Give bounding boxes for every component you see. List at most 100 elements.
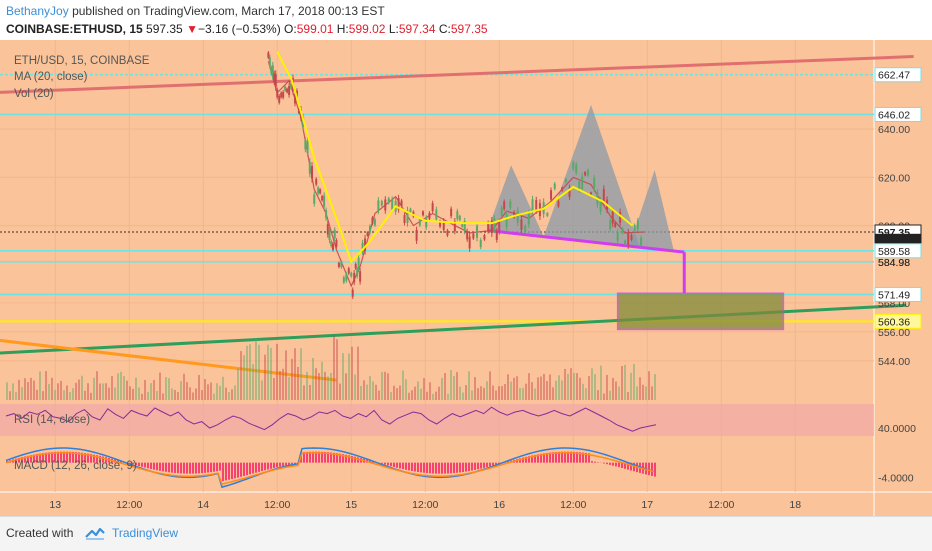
- volume-bar: [468, 371, 470, 400]
- macd-histogram-bar: [474, 463, 476, 470]
- volume-bar: [168, 378, 170, 400]
- volume-bar: [285, 350, 287, 400]
- volume-bar: [351, 347, 353, 400]
- x-tick-label: 12:00: [708, 499, 734, 511]
- volume-bar: [147, 392, 149, 400]
- volume-bar: [276, 344, 278, 400]
- volume-bar: [111, 376, 113, 400]
- candle-body: [524, 226, 526, 232]
- macd-histogram-bar: [417, 463, 419, 472]
- symbol-label: COINBASE:ETHUSD, 15: [6, 22, 143, 36]
- volume-bar: [186, 382, 188, 400]
- candle-body: [517, 211, 519, 223]
- volume-bar: [39, 371, 41, 400]
- volume-bar: [516, 376, 518, 400]
- volume-bar: [102, 383, 104, 400]
- candle-body: [343, 277, 345, 282]
- volume-bar: [570, 368, 572, 400]
- volume-bar: [624, 365, 626, 400]
- macd-histogram-bar: [285, 463, 287, 466]
- candle-body: [325, 210, 327, 218]
- macd-histogram-bar: [192, 463, 194, 474]
- candle-body: [561, 188, 563, 191]
- candle-body: [498, 222, 500, 232]
- candle-body: [267, 53, 269, 58]
- candle-body: [345, 274, 347, 281]
- macd-histogram-bar: [654, 463, 656, 477]
- low-label: L:: [389, 22, 399, 36]
- volume-bar: [189, 387, 191, 400]
- x-tick-label: 12:00: [116, 499, 142, 511]
- candle-body: [617, 232, 619, 241]
- macd-histogram-bar: [159, 463, 161, 471]
- candle-body: [627, 233, 629, 245]
- candle-body: [355, 264, 357, 269]
- volume-bar: [315, 368, 317, 400]
- volume-bar: [30, 378, 32, 400]
- volume-bar: [234, 386, 236, 400]
- x-tick-label: 14: [197, 499, 209, 511]
- volume-bar: [651, 386, 653, 400]
- volume-bar: [123, 376, 125, 400]
- volume-bar: [372, 381, 374, 400]
- volume-bar: [177, 392, 179, 400]
- volume-bar: [435, 392, 437, 400]
- macd-histogram-bar: [615, 463, 617, 467]
- candle-body: [329, 229, 331, 240]
- candle-body: [276, 90, 278, 97]
- chart-canvas[interactable]: 40.0000 -4.0000 544.00556.00568.00584.98…: [0, 40, 932, 516]
- volume-bar: [384, 372, 386, 400]
- volume-bar: [360, 386, 362, 400]
- created-with-text: Created with: [6, 526, 73, 540]
- candle-body: [353, 273, 355, 282]
- macd-histogram-bar: [183, 463, 185, 474]
- volume-bar: [105, 383, 107, 400]
- volume-bar: [288, 377, 290, 400]
- legend-title: ETH/USD, 15, COINBASE: [14, 55, 150, 67]
- volume-bar: [297, 367, 299, 400]
- high-label: H:: [337, 22, 349, 36]
- volume-bar: [228, 392, 230, 400]
- volume-bar: [513, 378, 515, 400]
- volume-bar: [75, 383, 77, 400]
- candle-body: [480, 240, 482, 247]
- volume-bar: [447, 394, 449, 400]
- volume-bar: [93, 378, 95, 400]
- candle-body: [313, 194, 315, 203]
- candle-body: [634, 225, 636, 231]
- candle-body: [422, 211, 424, 215]
- candle-body: [350, 273, 352, 277]
- candle-body: [624, 241, 626, 245]
- author-link[interactable]: BethanyJoy: [6, 4, 69, 18]
- volume-bar: [576, 373, 578, 400]
- macd-histogram-bar: [618, 463, 620, 468]
- volume-bar: [408, 393, 410, 400]
- volume-bar: [477, 388, 479, 400]
- volume-bar: [540, 377, 542, 400]
- volume-bar: [66, 386, 68, 400]
- volume-bar: [327, 376, 329, 400]
- volume-bar: [498, 386, 500, 400]
- candle-body: [269, 57, 271, 66]
- volume-bar: [399, 386, 401, 400]
- candle-body: [332, 244, 334, 250]
- macd-histogram-bar: [438, 463, 440, 474]
- volume-bar: [204, 379, 206, 400]
- candle-body: [469, 237, 471, 249]
- volume-bar: [36, 390, 38, 400]
- x-tick-label: 18: [789, 499, 801, 511]
- volume-bar: [495, 391, 497, 400]
- candle-body: [466, 231, 468, 239]
- tradingview-link[interactable]: TradingView: [112, 526, 178, 540]
- volume-bar: [636, 386, 638, 400]
- volume-bar: [12, 383, 14, 400]
- volume-bar: [144, 380, 146, 400]
- volume-bar: [633, 364, 635, 400]
- candle-body: [381, 201, 383, 205]
- candle-body: [496, 231, 498, 240]
- x-tick-label: 17: [641, 499, 653, 511]
- candle-body: [493, 218, 495, 229]
- volume-bar: [207, 384, 209, 400]
- candle-body: [388, 198, 390, 203]
- macd-histogram-bar: [174, 463, 176, 473]
